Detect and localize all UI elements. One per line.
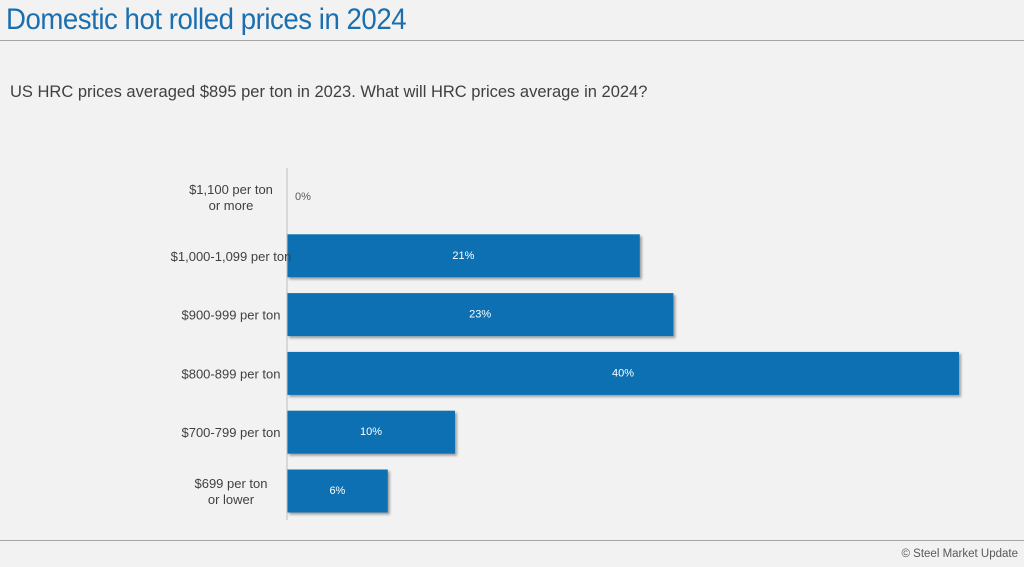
category-label: $1,000-1,099 per ton [171, 248, 292, 263]
data-label: 23% [469, 309, 491, 321]
chart-title: Domestic hot rolled prices in 2024 [6, 3, 407, 36]
bar-chart: 0% $1,100 per ton or more 21% $1,000-1,099 p… [171, 168, 959, 520]
bar [287, 469, 388, 513]
data-label: 21% [452, 250, 474, 262]
copyright-footer: © Steel Market Update [901, 548, 1019, 560]
bar [287, 234, 640, 278]
data-label: 0% [295, 191, 311, 203]
bar [287, 410, 455, 454]
category-label: $900-999 per ton [181, 307, 280, 322]
bar [287, 293, 674, 337]
data-label: 6% [329, 485, 345, 497]
bar [287, 351, 959, 395]
category-label: $700-799 per ton [181, 425, 280, 440]
data-label: 10% [360, 426, 382, 438]
data-label: 40% [612, 367, 634, 379]
survey-question: US HRC prices averaged $895 per ton in 2… [10, 83, 648, 101]
category-label: $800-899 per ton [181, 366, 280, 381]
footer-divider [0, 540, 1024, 541]
title-divider [0, 40, 1024, 41]
category-label: $699 per ton or lower [194, 476, 267, 507]
category-label: $1,100 per ton or more [189, 182, 273, 213]
